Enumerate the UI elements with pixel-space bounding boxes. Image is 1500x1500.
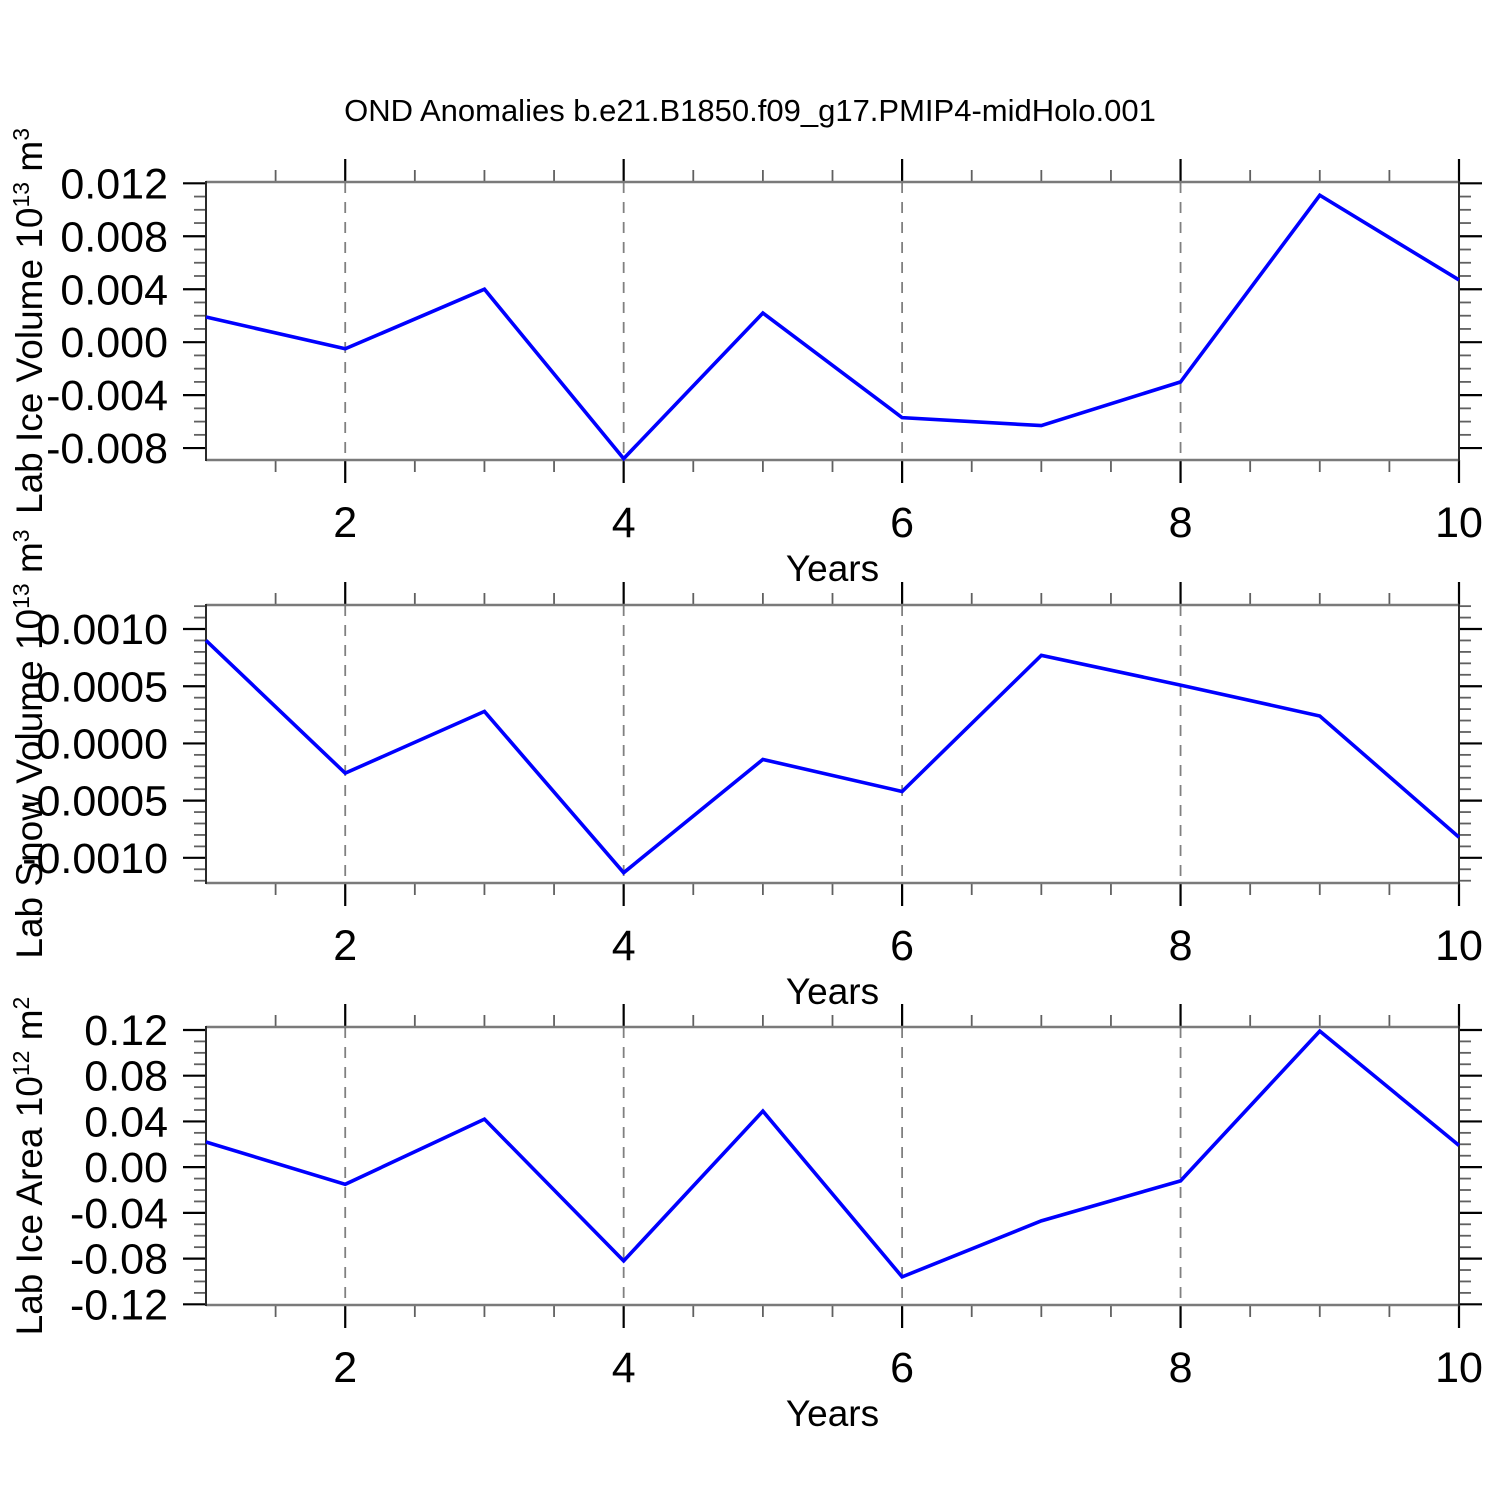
y-tick-label: -0.004 (46, 372, 168, 420)
y-tick-label: -0.0010 (22, 835, 168, 883)
y-tick-label: 0.0010 (36, 606, 168, 654)
y-axis-title-sup: 3 (8, 128, 34, 141)
y-axis-title-text: m (9, 141, 50, 182)
y-tick-label: 0.04 (84, 1098, 168, 1146)
y-tick-label: 0.0005 (36, 663, 168, 711)
x-axis-title: Years (786, 1393, 879, 1434)
x-tick-label: 8 (1169, 499, 1193, 547)
x-tick-label: 2 (333, 1344, 357, 1392)
x-tick-label: 8 (1169, 922, 1193, 970)
y-tick-label: 0.004 (60, 266, 168, 314)
y-axis-title-text: m (9, 1009, 50, 1050)
chart-title: OND Anomalies b.e21.B1850.f09_g17.PMIP4-… (344, 93, 1156, 128)
panels-group: 2 4 6 8 100.0120.0080.0040.000-0.004-0.008Ye… (8, 128, 1483, 1434)
y-axis-title: Lab Ice Area 1012 m2 (8, 997, 50, 1336)
y-axis-title: Lab Snow Volume 1013 m3 (8, 529, 50, 958)
x-tick-label: 4 (612, 499, 636, 547)
y-tick-label: 0.00 (84, 1144, 168, 1192)
y-axis-title-sup: 13 (8, 182, 34, 208)
y-tick-label: -0.0005 (22, 778, 168, 826)
series-line (205, 1028, 1461, 1280)
y-axis-title-sup: 3 (8, 529, 34, 542)
y-axis-title-sup: 2 (8, 997, 34, 1010)
y-tick-label: -0.12 (70, 1281, 168, 1329)
y-axis-title-text: Lab Ice Area 10 (9, 1076, 50, 1335)
y-axis-title: Lab Ice Volume 1013 m3 (8, 128, 50, 514)
series-line (204, 639, 1461, 876)
x-tick-label: 4 (612, 1344, 636, 1392)
x-tick-label: 10 (1435, 1344, 1483, 1392)
series-line (205, 192, 1460, 462)
x-tick-label: 6 (890, 1344, 914, 1392)
y-tick-label: 0.12 (84, 1007, 168, 1055)
y-axis-title-text: Lab Ice Volume 10 (9, 208, 50, 515)
y-axis-title-text: Lab Snow Volume 10 (9, 609, 50, 959)
y-tick-label: -0.008 (46, 425, 168, 473)
x-tick-label: 10 (1435, 499, 1483, 547)
x-tick-label: 6 (890, 499, 914, 547)
x-axis-title: Years (786, 548, 879, 589)
y-tick-label: -0.08 (70, 1236, 168, 1284)
y-axis-title-sup: 12 (8, 1051, 34, 1077)
panel-lab-ice-area: 2 4 6 8 10 0.120.080.040.00-0.04-0.08-0.12 Yea… (8, 997, 1483, 1434)
panel-lab-snow-volume: 2 4 6 8 10 0.0010 0.0005 0.0000 -0.0005 -0.0010 Ye… (8, 529, 1483, 1012)
y-tick-label: 0.008 (60, 213, 168, 261)
x-tick-label: 2 (333, 922, 357, 970)
x-tick-label: 6 (890, 922, 914, 970)
panel-lab-ice-volume: 2 4 6 8 10 0.012 0.008 0.004 0.000 -0.004 -0.008 Ye… (8, 128, 1483, 589)
x-tick-label: 4 (612, 922, 636, 970)
y-axis-title-sup: 13 (8, 583, 34, 609)
y-tick-label: 0.000 (60, 319, 168, 367)
y-axis-title-text: m (9, 542, 50, 583)
y-tick-label: -0.04 (70, 1190, 168, 1238)
x-axis-title: Years (786, 971, 879, 1012)
x-tick-label: 10 (1435, 922, 1483, 970)
y-tick-label: 0.0000 (36, 720, 168, 768)
y-tick-label: 0.08 (84, 1053, 168, 1101)
x-tick-label: 8 (1169, 1344, 1193, 1392)
y-tick-label: 0.012 (60, 160, 168, 208)
x-tick-label: 2 (333, 499, 357, 547)
